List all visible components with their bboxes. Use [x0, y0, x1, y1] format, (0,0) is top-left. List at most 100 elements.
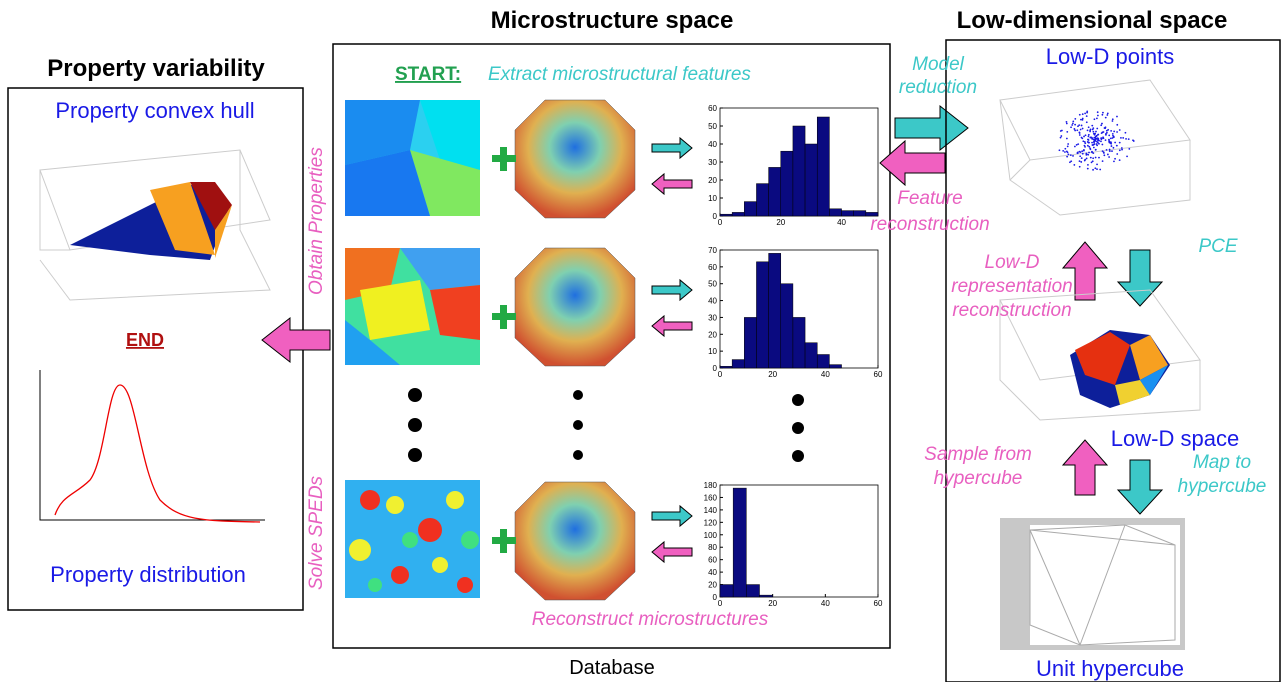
scatter-dot [1081, 157, 1083, 159]
scatter-dot [1072, 155, 1074, 157]
scatter-dot [1064, 148, 1066, 150]
histogram-bar [733, 488, 746, 597]
scatter-dot [1088, 134, 1090, 136]
histogram-bar [817, 355, 829, 368]
histogram-bar [829, 365, 841, 368]
scatter-dot [1113, 160, 1115, 162]
scatter-dot [1091, 125, 1093, 127]
scatter-dot [1120, 137, 1122, 139]
histogram-bar [720, 214, 732, 216]
histogram-bar [746, 585, 759, 597]
scatter-dot [1105, 134, 1107, 136]
hull-plot [40, 150, 270, 300]
scatter-dot [1097, 111, 1099, 113]
scatter-dot [1072, 120, 1074, 122]
y-tick-label: 180 [704, 481, 718, 490]
scatter-dot [1128, 148, 1130, 150]
lowd-reconstruction: Low-D [985, 252, 1040, 273]
scatter-dot [1101, 114, 1103, 116]
scatter-dot [1087, 154, 1089, 156]
hypercube [1000, 518, 1185, 650]
scatter-dot [1087, 139, 1089, 141]
scatter-dot [1059, 149, 1061, 151]
scatter-dot [1067, 146, 1069, 148]
scatter-dot [1081, 125, 1083, 127]
scatter-dot [1073, 164, 1075, 166]
scatter-dot [1100, 124, 1102, 126]
histogram-bar [744, 317, 756, 368]
y-tick-label: 140 [704, 506, 718, 515]
scatter-dot [1114, 158, 1116, 160]
middle-title: Microstructure space [491, 7, 734, 34]
x-tick-label: 20 [768, 370, 777, 379]
histogram-bar [842, 211, 854, 216]
scatter-dot [1095, 149, 1097, 151]
lowd-points-plot [1000, 80, 1190, 215]
x-tick-label: 0 [718, 218, 723, 227]
scatter-dot [1108, 140, 1110, 142]
scatter-dot [1084, 113, 1086, 115]
scatter-dot [1060, 135, 1062, 137]
scatter-dot [1106, 114, 1108, 116]
feature-reconstruction: Feature [897, 188, 962, 209]
scatter-dot [1085, 134, 1087, 136]
scatter-dot [1097, 138, 1099, 140]
scatter-dot [1101, 123, 1103, 125]
histogram-bar [793, 126, 805, 216]
scatter-dot [1074, 146, 1076, 148]
scatter-dot [1102, 160, 1104, 162]
scatter-dot [1091, 142, 1093, 144]
start-text: Extract microstructural features [488, 64, 751, 85]
scatter-dot [1066, 123, 1068, 125]
scatter-dot [1070, 126, 1072, 128]
points-label: Low-D points [1046, 44, 1174, 69]
scatter-dot [1088, 146, 1090, 148]
scatter-dot [1112, 118, 1114, 120]
scatter-dot [1094, 118, 1096, 120]
scatter-dot [1062, 150, 1064, 152]
x-tick-label: 60 [874, 370, 883, 379]
histogram-bar [732, 212, 744, 216]
scatter-dot [1084, 146, 1086, 148]
scatter-dot [1079, 155, 1081, 157]
space-label: Low-D space [1111, 426, 1239, 451]
scatter-dot [1116, 131, 1118, 133]
scatter-dot [1088, 142, 1090, 144]
scatter-dot [1083, 149, 1085, 151]
scatter-dot [1102, 112, 1104, 114]
scatter-dot [1094, 167, 1096, 169]
scatter-dot [1100, 138, 1102, 140]
scatter-dot [1116, 145, 1118, 147]
scatter-dot [1079, 160, 1081, 162]
y-tick-label: 60 [708, 556, 717, 565]
y-tick-label: 70 [708, 246, 717, 255]
grain-shapes [515, 100, 635, 600]
x-tick-label: 0 [718, 370, 723, 379]
scatter-dot [1112, 120, 1114, 122]
side-bottom: Solve SPEDs [306, 475, 327, 590]
right-title: Low-dimensional space [957, 7, 1228, 34]
model-reduction: reduction [899, 77, 977, 98]
hull-label: Property convex hull [55, 98, 254, 123]
scatter-dot [1125, 132, 1127, 134]
scatter-dot [1125, 138, 1127, 140]
scatter-dot [1080, 119, 1082, 121]
scatter-dot [1109, 149, 1111, 151]
x-tick-label: 20 [776, 218, 785, 227]
scatter-dot [1093, 147, 1095, 149]
scatter-dot [1119, 159, 1121, 161]
scatter-dot [1097, 115, 1099, 117]
y-tick-label: 120 [704, 518, 718, 527]
scatter-dot [1095, 157, 1097, 159]
scatter-dot [1085, 154, 1087, 156]
map-label: Map to [1193, 452, 1251, 473]
y-tick-label: 160 [704, 493, 718, 502]
scatter-dot [1061, 130, 1063, 132]
y-tick-label: 10 [708, 194, 717, 203]
histogram-bar [805, 144, 817, 216]
histogram-bar [732, 360, 744, 368]
pce: PCE [1198, 236, 1237, 257]
scatter-dot [1107, 129, 1109, 131]
scatter-dot [1119, 129, 1121, 131]
x-tick-label: 40 [821, 599, 830, 608]
